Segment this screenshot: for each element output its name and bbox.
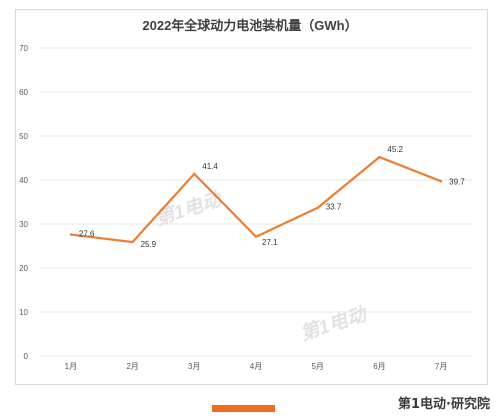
grid-layer xyxy=(40,47,472,357)
series-line xyxy=(70,156,442,244)
y-tick-label: 30 xyxy=(19,220,28,229)
y-axis: 0 10 20 30 40 50 60 70 xyxy=(19,44,28,361)
data-point xyxy=(131,240,134,244)
watermark-logo: 第1电动 xyxy=(298,302,372,345)
y-tick-label: 70 xyxy=(19,44,28,53)
x-tick-label: 1月 xyxy=(65,362,77,371)
data-point xyxy=(439,180,443,183)
x-tick-label: 6月 xyxy=(373,362,385,371)
data-label: 25.9 xyxy=(141,240,157,249)
series-layer xyxy=(69,155,443,244)
data-label: 41.4 xyxy=(202,162,218,171)
x-tick-label: 7月 xyxy=(435,362,447,371)
data-label: 27.1 xyxy=(262,238,278,247)
y-tick-label: 60 xyxy=(19,88,28,97)
data-point xyxy=(378,155,381,159)
y-tick-label: 20 xyxy=(19,264,28,273)
data-label-layer: 27.6 25.9 41.4 27.1 33.7 45.2 39.7 xyxy=(79,145,465,249)
chart-frame xyxy=(15,9,488,385)
y-tick-label: 0 xyxy=(24,352,29,361)
x-axis: 1月 2月 3月 4月 5月 6月 7月 xyxy=(65,362,448,371)
footer-accent-bar xyxy=(212,405,275,412)
chart-title: 2022年全球动力电池装机量（GWh） xyxy=(142,18,357,33)
y-tick-label: 50 xyxy=(19,132,28,141)
x-tick-label: 2月 xyxy=(126,362,138,371)
data-point xyxy=(69,233,73,236)
data-point xyxy=(254,235,258,238)
data-point xyxy=(193,172,196,176)
x-tick-label: 3月 xyxy=(188,362,200,371)
data-label: 27.6 xyxy=(79,230,95,239)
data-point xyxy=(316,206,319,209)
data-label: 39.7 xyxy=(449,177,465,186)
y-tick-label: 40 xyxy=(19,176,28,185)
x-tick-label: 4月 xyxy=(250,362,262,371)
y-tick-label: 10 xyxy=(19,308,28,317)
footer-brand-logo: 第1电动·研究院 xyxy=(398,397,490,412)
data-label: 45.2 xyxy=(387,145,403,154)
x-tick-label: 5月 xyxy=(311,362,323,371)
data-label: 33.7 xyxy=(326,203,342,212)
